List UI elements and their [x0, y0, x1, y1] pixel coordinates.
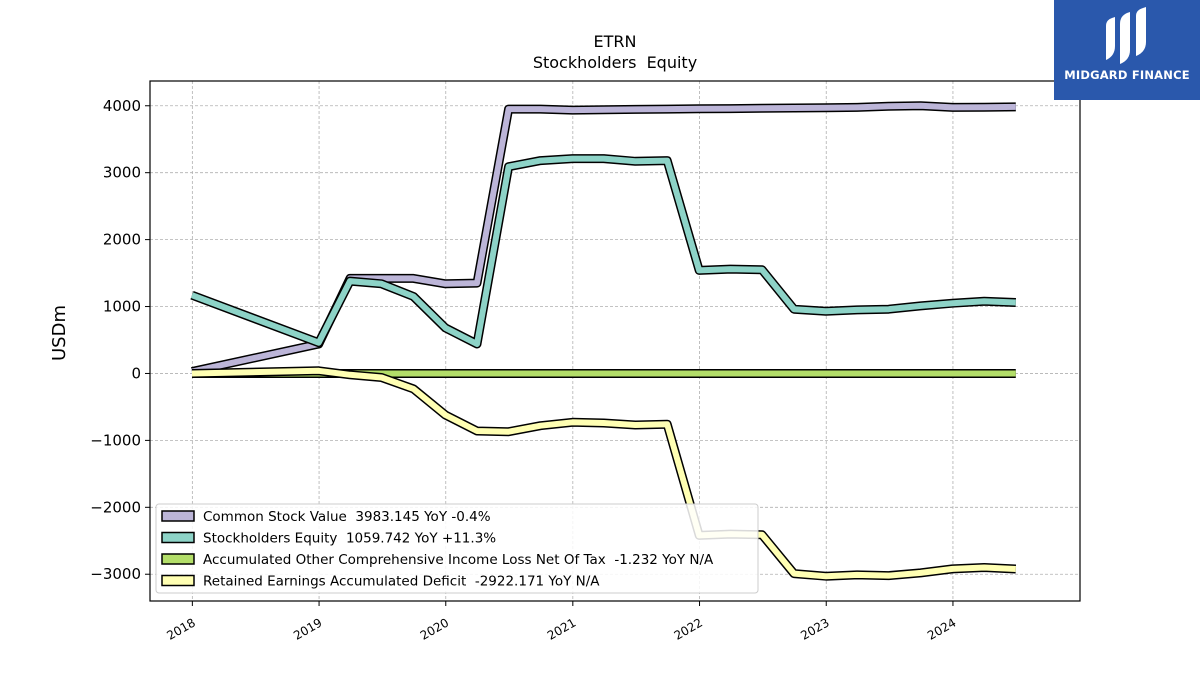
legend-label: Stockholders Equity 1059.742 YoY +11.3%	[203, 531, 496, 547]
y-tick-label: 0	[131, 364, 141, 382]
legend-swatch	[161, 531, 195, 544]
legend: Common Stock Value 3983.145 YoY -0.4% Sto…	[155, 503, 759, 594]
y-tick-label: 3000	[103, 164, 141, 182]
x-tick-label: 2019	[291, 615, 324, 642]
series-4	[191, 366, 1017, 581]
y-tick-label: −3000	[90, 565, 141, 583]
logo-text: MIDGARD FINANCE	[1064, 68, 1190, 82]
series-outline	[191, 101, 1016, 376]
x-tick-label: 2023	[798, 615, 831, 642]
midgard-finance-logo: MIDGARD FINANCE	[1054, 0, 1200, 100]
legend-label: Accumulated Other Comprehensive Income L…	[203, 552, 714, 568]
legend-swatch	[161, 574, 195, 587]
series-2	[190, 154, 1016, 349]
series-line	[191, 367, 1016, 580]
series-outline	[190, 154, 1016, 349]
plot-frame	[149, 80, 1081, 602]
y-axis-label: USDm	[49, 305, 70, 361]
y-tick-label: 1000	[103, 298, 141, 316]
legend-swatch	[161, 553, 195, 565]
y-tick-label: 4000	[103, 97, 141, 115]
x-tick-label: 2022	[672, 615, 705, 642]
y-tick-label: −2000	[90, 498, 141, 516]
chart-subtitle: Stockholders Equity	[533, 53, 697, 72]
chart-title: ETRN	[594, 32, 637, 51]
y-tick-label: 2000	[103, 231, 141, 249]
legend-label: Retained Earnings Accumulated Deficit -2…	[203, 574, 600, 590]
x-tick-label: 2024	[925, 615, 958, 642]
x-tick-label: 2021	[545, 615, 578, 642]
x-tick-label: 2020	[418, 615, 451, 642]
legend-swatch	[161, 510, 195, 522]
series-line	[190, 155, 1016, 347]
x-tick-label: 2018	[164, 615, 197, 642]
logo-mark-icon	[1106, 7, 1146, 64]
y-tick-label: −1000	[90, 431, 141, 449]
series-line	[191, 102, 1016, 375]
legend-label: Common Stock Value 3983.145 YoY -0.4%	[203, 509, 491, 525]
series-1	[191, 101, 1016, 376]
legend-box	[155, 503, 759, 594]
